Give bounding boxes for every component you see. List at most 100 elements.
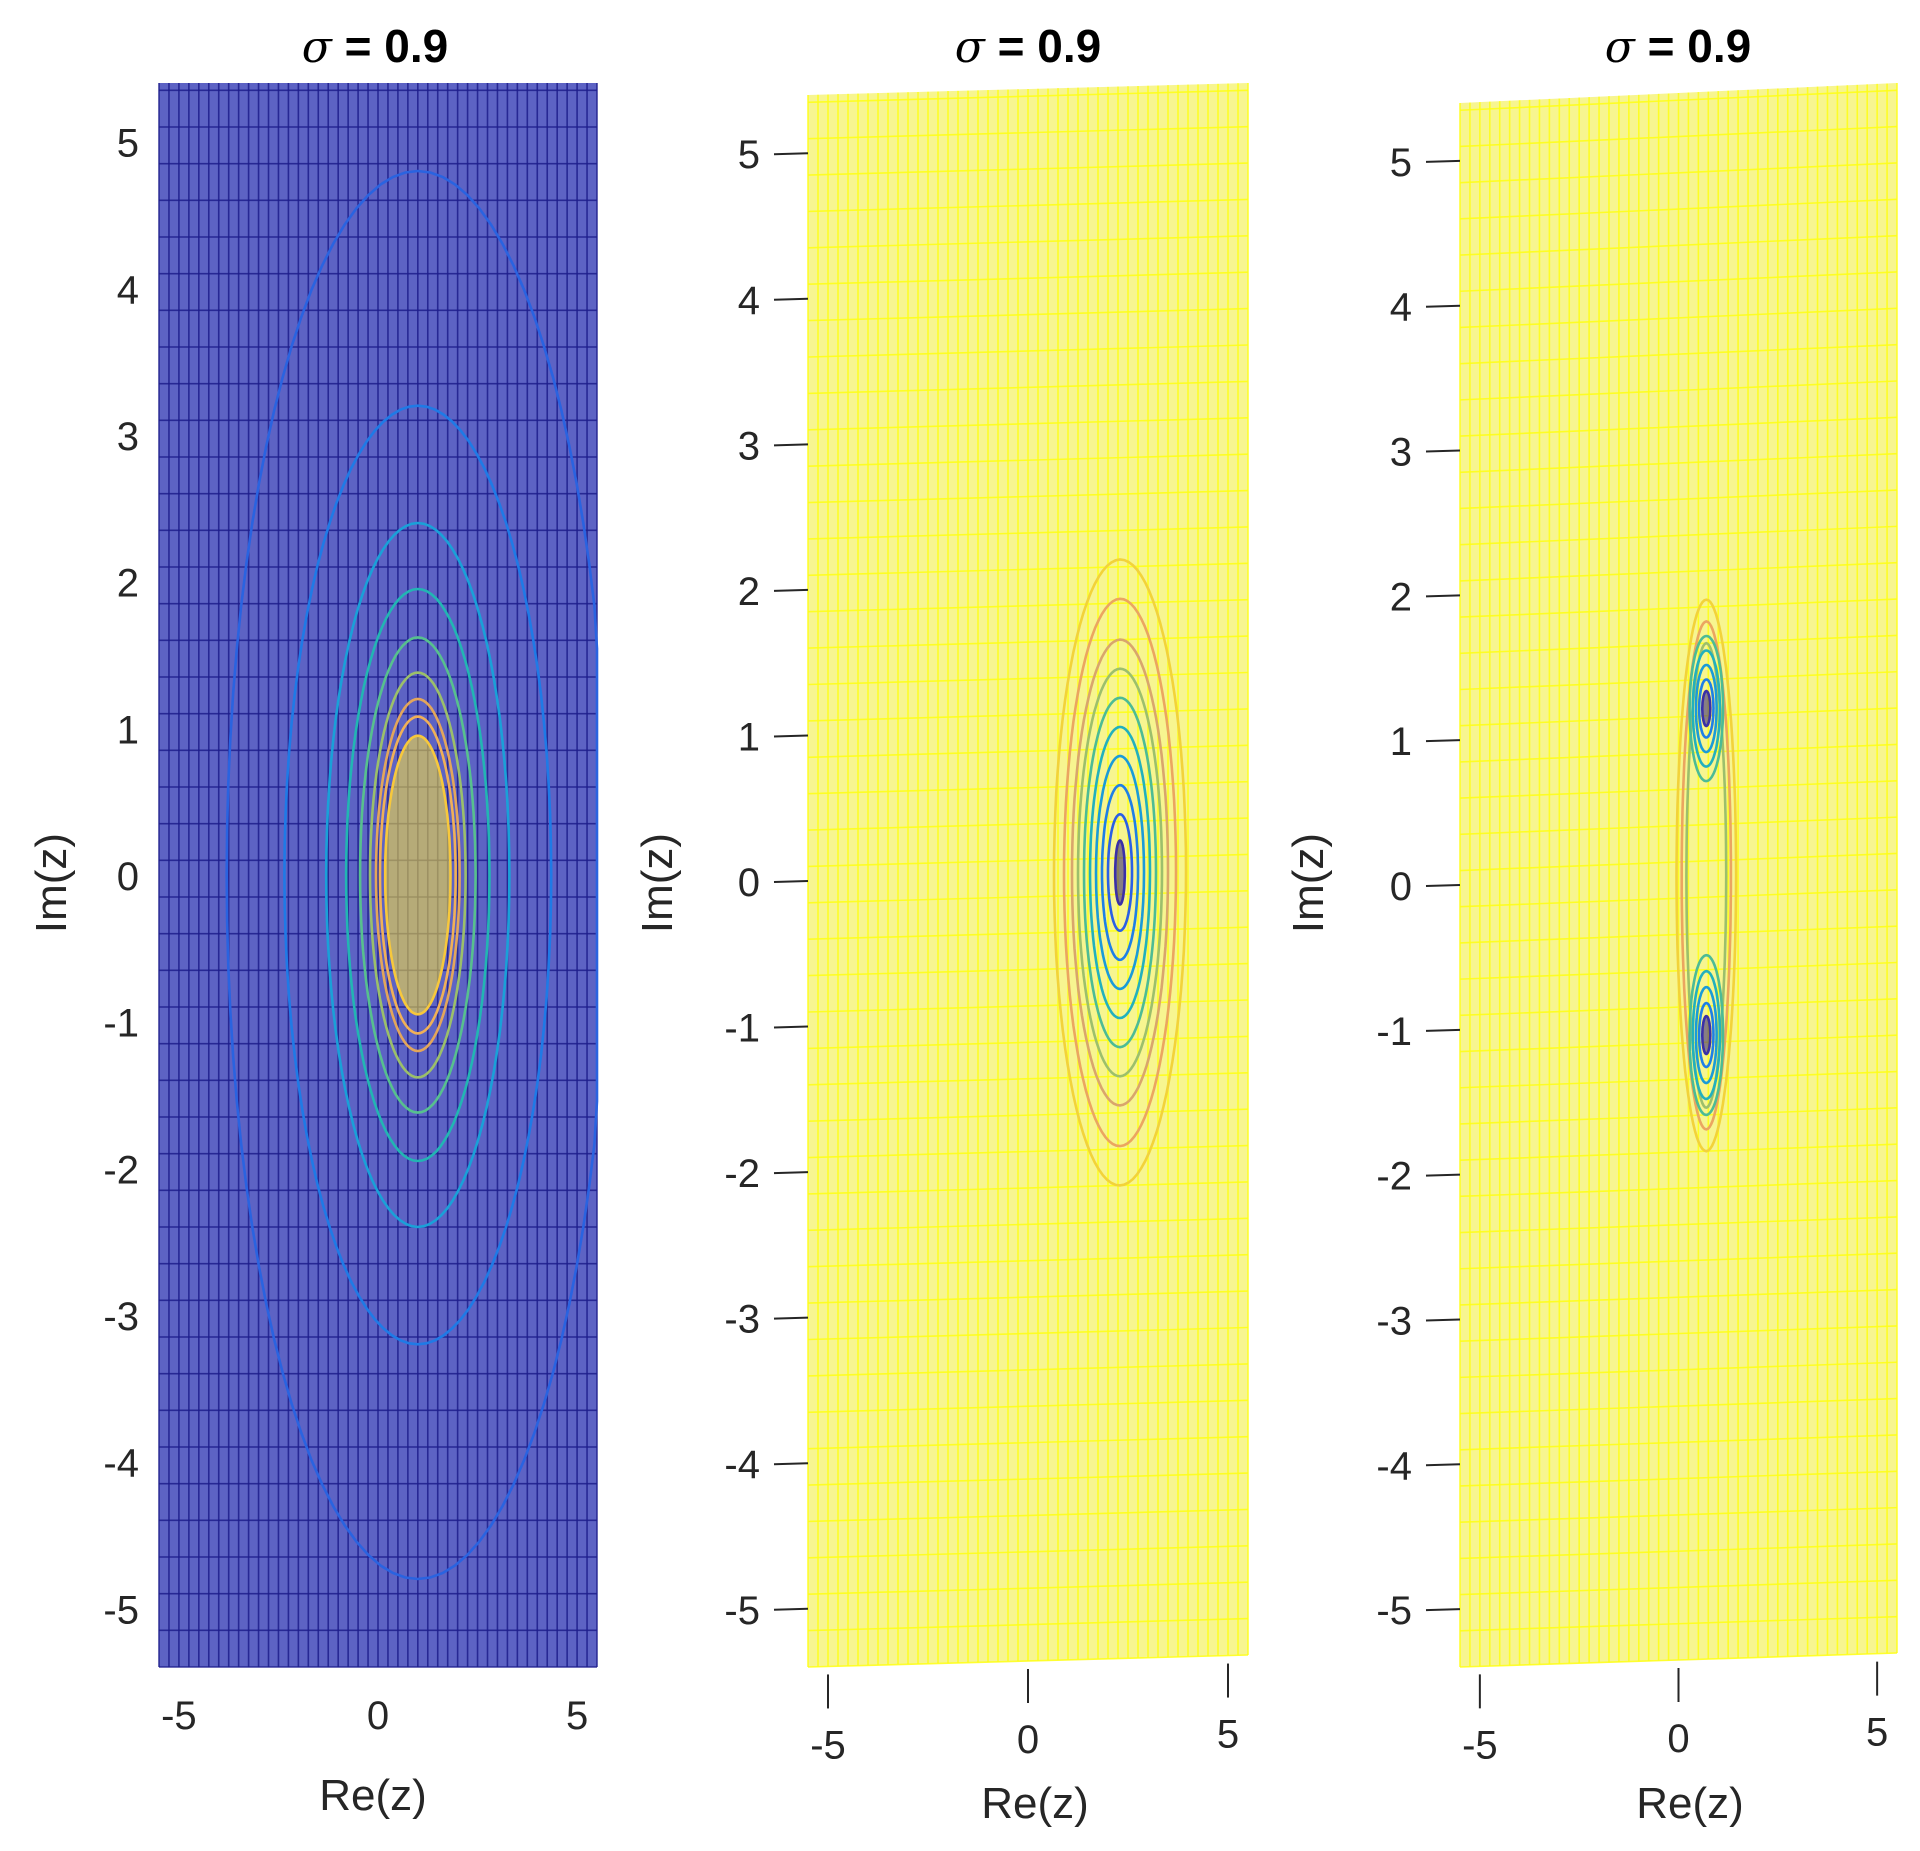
mesh-line bbox=[1459, 162, 1898, 184]
y-tick-label: -4 bbox=[724, 1443, 760, 1487]
y-tick bbox=[773, 1025, 809, 1029]
mesh-line bbox=[1459, 1179, 1898, 1198]
y-tick-label: -1 bbox=[103, 1002, 139, 1046]
panel-3-xlabel: Re(z) bbox=[1636, 1779, 1744, 1828]
mesh-line bbox=[1459, 1034, 1898, 1053]
mesh-line bbox=[807, 1435, 1249, 1450]
mesh-line bbox=[807, 1472, 1249, 1486]
y-tick bbox=[1425, 884, 1461, 887]
contour-line bbox=[1694, 663, 1718, 754]
panel-3-title: σ = 0.9 bbox=[1605, 20, 1751, 73]
y-tick bbox=[1425, 1028, 1461, 1032]
mesh-line bbox=[807, 89, 1249, 104]
mesh-line bbox=[1459, 125, 1898, 148]
mesh-line bbox=[1459, 1652, 1898, 1668]
mesh-line bbox=[807, 198, 1249, 213]
contour-line bbox=[1701, 689, 1712, 728]
panel-3-title-symbol: σ bbox=[1605, 22, 1637, 73]
y-tick bbox=[773, 1607, 809, 1611]
contour-line bbox=[1675, 598, 1738, 1153]
y-tick-label: 2 bbox=[738, 570, 760, 614]
mesh-line bbox=[1459, 1543, 1898, 1560]
mesh-line bbox=[807, 1617, 1249, 1632]
y-tick bbox=[773, 588, 809, 592]
contour-line bbox=[1070, 638, 1170, 1107]
contour-line bbox=[1076, 667, 1164, 1078]
y-tick bbox=[1425, 304, 1461, 308]
y-tick-label: 0 bbox=[1390, 865, 1412, 909]
y-tick-label: 5 bbox=[738, 133, 760, 177]
mesh-line bbox=[807, 598, 1249, 613]
contour-line bbox=[1701, 1014, 1712, 1056]
mesh-line bbox=[1459, 1325, 1898, 1342]
y-tick-label: 4 bbox=[117, 268, 139, 312]
y-tick bbox=[773, 734, 809, 738]
mesh-line bbox=[807, 999, 1249, 1013]
mesh-line bbox=[1459, 489, 1898, 510]
contour-line bbox=[1062, 597, 1178, 1148]
y-tick-label: 1 bbox=[117, 708, 139, 752]
mesh-line bbox=[807, 344, 1249, 358]
contour-line bbox=[1688, 953, 1725, 1117]
contour-line bbox=[383, 734, 452, 1016]
panel-2-ylabel: Im(z) bbox=[633, 833, 682, 933]
y-tick bbox=[1425, 1173, 1461, 1177]
x-tick-label: -5 bbox=[1462, 1723, 1498, 1767]
panel-3: σ = 0.9 5 4 3 2 1 0 -1 -2 -3 -4 -5 -5 0 5 Re(z) Im(z) bbox=[1284, 20, 1898, 1828]
mesh-line bbox=[807, 1253, 1249, 1268]
mesh-line bbox=[807, 162, 1249, 176]
y-tick-label: -1 bbox=[724, 1007, 760, 1051]
mesh-line bbox=[807, 307, 1249, 322]
contour-line bbox=[1691, 649, 1722, 768]
y-tick-label: 0 bbox=[738, 861, 760, 905]
panel-1-title-text: = 0.9 bbox=[332, 20, 448, 72]
panel-1-xlabel: Re(z) bbox=[319, 1771, 427, 1820]
mesh-line bbox=[807, 1108, 1249, 1122]
panel-1-ylabel: Im(z) bbox=[27, 833, 76, 933]
panel-1-ticks: 5 4 3 2 1 0 -1 -2 -3 -4 -5 -5 0 5 bbox=[103, 122, 588, 1738]
y-tick-label: -3 bbox=[724, 1298, 760, 1342]
mesh-line bbox=[807, 489, 1249, 504]
y-tick-label: 2 bbox=[117, 562, 139, 606]
y-tick-label: -5 bbox=[1376, 1589, 1412, 1633]
mesh-line bbox=[807, 1071, 1249, 1086]
y-tick-label: 1 bbox=[1390, 720, 1412, 764]
mesh-line bbox=[1459, 598, 1898, 618]
mesh-line bbox=[1459, 416, 1898, 437]
mesh-line bbox=[807, 1181, 1249, 1195]
mesh-line bbox=[1459, 889, 1898, 908]
mesh-line bbox=[807, 526, 1249, 540]
mesh-line bbox=[1459, 1434, 1898, 1451]
contour-line bbox=[1106, 812, 1134, 933]
y-tick bbox=[1425, 1608, 1461, 1612]
contour-line bbox=[324, 521, 511, 1229]
y-tick-label: 3 bbox=[738, 424, 760, 468]
mesh-line bbox=[1459, 816, 1898, 836]
mesh-line bbox=[1459, 707, 1898, 727]
contour-line bbox=[1113, 839, 1127, 906]
mesh-line bbox=[807, 125, 1249, 140]
y-tick-label: -5 bbox=[724, 1589, 760, 1633]
mesh-line bbox=[1459, 525, 1898, 546]
panel-2: σ = 0.9 5 4 3 2 1 0 -1 -2 -3 -4 -5 -5 0 5 Re(z) Im(z) bbox=[633, 20, 1249, 1828]
panel-2-title: σ = 0.9 bbox=[955, 20, 1101, 73]
x-tick-label: -5 bbox=[161, 1694, 197, 1738]
y-tick bbox=[773, 152, 809, 156]
y-tick-label: 4 bbox=[738, 279, 760, 323]
contour-line bbox=[1697, 1001, 1715, 1069]
y-tick bbox=[773, 880, 809, 883]
mesh-line bbox=[807, 562, 1249, 577]
panel-1: σ = 0.9 5 4 3 2 1 0 -1 -2 -3 -4 -5 -5 0 5 Re(z) Im(z) bbox=[27, 20, 599, 1820]
panel-1-title: σ = 0.9 bbox=[302, 20, 448, 73]
x-tick-label: 0 bbox=[1017, 1718, 1039, 1762]
contour-line bbox=[1100, 783, 1140, 962]
contour-line bbox=[358, 636, 477, 1114]
mesh-line bbox=[1459, 198, 1898, 220]
mesh-line bbox=[1459, 380, 1898, 401]
mesh-line bbox=[1459, 1288, 1898, 1306]
panel-1-mesh bbox=[158, 83, 598, 1668]
mesh-line bbox=[1459, 670, 1898, 691]
panel-2-mesh bbox=[807, 83, 1249, 1668]
x-tick-label: 5 bbox=[566, 1694, 588, 1738]
y-tick bbox=[773, 443, 809, 447]
